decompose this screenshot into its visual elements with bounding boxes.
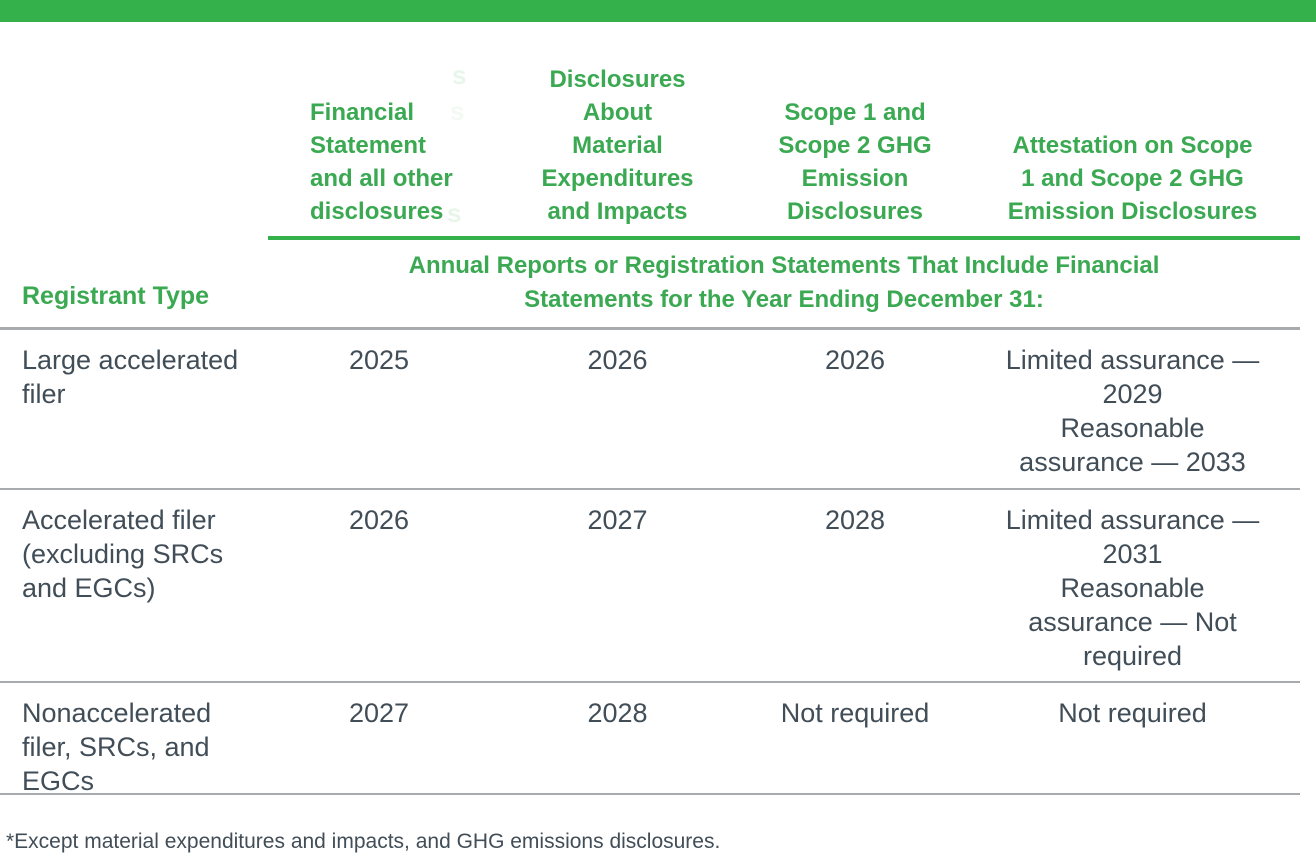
top-accent-bar xyxy=(0,0,1316,22)
material-expenditures-cell: 2028 xyxy=(490,696,745,793)
material-expenditures-cell: 2026 xyxy=(490,343,745,488)
footnote: *Except material expenditures and impact… xyxy=(0,795,1316,854)
attestation-cell: Not required xyxy=(965,696,1300,793)
column-header-scope-emissions: Scope 1 andScope 2 GHGEmissionDisclosure… xyxy=(745,96,965,228)
corner-spacer xyxy=(0,22,268,240)
table-row-nonaccelerated-filer: Nonacceleratedfiler, SRCs, andEGCs 2027 … xyxy=(0,683,1300,795)
table-row-large-accelerated-filer: Large acceleratedfiler 2025 2026 2026 Li… xyxy=(0,330,1300,490)
annual-reports-span-header: Annual Reports or Registration Statement… xyxy=(268,240,1300,327)
column-header-material-expenditures: DisclosuresAboutMaterialExpendituresand … xyxy=(490,63,745,228)
financial-statement-cell: 2027 xyxy=(268,696,490,793)
compliance-table-page: s s s FinancialStatementand all otherdis… xyxy=(0,0,1316,863)
registrant-type-cell: Nonacceleratedfiler, SRCs, andEGCs xyxy=(0,696,268,793)
column-headers-row: FinancialStatementand all otherdisclosur… xyxy=(0,22,1300,240)
table-row-accelerated-filer: Accelerated filer(excluding SRCsand EGCs… xyxy=(0,490,1300,683)
material-expenditures-cell: 2027 xyxy=(490,503,745,681)
registrant-type-header: Registrant Type xyxy=(0,240,268,327)
column-headers-group: FinancialStatementand all otherdisclosur… xyxy=(268,22,1300,240)
registrant-type-cell: Large acceleratedfiler xyxy=(0,343,268,488)
financial-statement-cell: 2025 xyxy=(268,343,490,488)
scope-emissions-cell: 2028 xyxy=(745,503,965,681)
scope-emissions-cell: 2026 xyxy=(745,343,965,488)
column-header-attestation: Attestation on Scope1 and Scope 2 GHGEmi… xyxy=(965,129,1300,228)
scope-emissions-cell: Not required xyxy=(745,696,965,793)
table-subheader-row: Registrant Type Annual Reports or Regist… xyxy=(0,240,1300,330)
column-header-financial-statement: FinancialStatementand all otherdisclosur… xyxy=(268,96,490,228)
attestation-cell: Limited assurance —2029Reasonableassuran… xyxy=(965,343,1300,488)
financial-statement-cell: 2026 xyxy=(268,503,490,681)
attestation-cell: Limited assurance —2031Reasonableassuran… xyxy=(965,503,1300,681)
registrant-type-cell: Accelerated filer(excluding SRCsand EGCs… xyxy=(0,503,268,681)
